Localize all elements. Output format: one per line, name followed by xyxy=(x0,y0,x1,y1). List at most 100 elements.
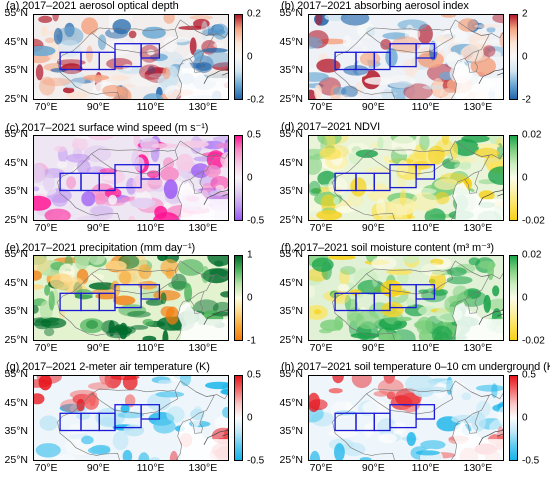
anomaly-patch xyxy=(130,197,156,209)
colorbar-tick-label: 0 xyxy=(247,51,253,63)
colorbar-tick-label: 0 xyxy=(522,172,528,184)
anomaly-patch xyxy=(88,256,105,265)
panel-title: (h) 2017–2021 soil temperature 0–10 cm u… xyxy=(281,361,550,373)
anomaly-patch xyxy=(378,433,397,444)
country-border xyxy=(470,151,503,160)
anomaly-patch xyxy=(371,256,397,270)
anomaly-patch xyxy=(488,50,502,59)
country-border xyxy=(195,271,228,280)
y-tick-label: 55°N xyxy=(4,7,28,19)
ocean-area xyxy=(177,421,228,460)
map-area xyxy=(308,135,504,221)
y-tick-label: 35°N xyxy=(4,185,28,198)
x-tick-label: 130°E xyxy=(463,462,493,474)
anomaly-patch xyxy=(320,144,350,159)
anomaly-patch xyxy=(66,153,91,163)
y-tick-label: 25°N xyxy=(279,334,303,346)
x-tick-label: 90°E xyxy=(361,101,385,113)
anomaly-patch xyxy=(313,309,322,315)
coastline xyxy=(478,67,503,84)
x-tick-label: 70°E xyxy=(309,342,333,354)
anomaly-patch xyxy=(387,290,412,296)
anomaly-patch xyxy=(499,31,503,48)
anomaly-patch xyxy=(189,15,213,21)
anomaly-patch xyxy=(309,155,323,175)
anomaly-patch xyxy=(212,23,228,40)
anomaly-patch xyxy=(41,25,48,37)
anomaly-patch xyxy=(189,37,197,55)
anomaly-patch xyxy=(334,443,345,460)
anomaly-patch xyxy=(340,15,370,26)
anomaly-patch xyxy=(207,256,228,267)
coastline xyxy=(478,188,503,205)
anomaly-patch xyxy=(399,189,407,206)
anomaly-patch xyxy=(57,39,81,58)
anomaly-patch xyxy=(180,376,191,387)
anomaly-patch xyxy=(179,140,209,148)
anomaly-patch xyxy=(81,435,94,445)
y-tick-label: 35°N xyxy=(279,64,303,77)
anomaly-patch xyxy=(34,256,50,275)
anomaly-patch xyxy=(147,49,155,56)
x-tick-label: 90°E xyxy=(86,222,110,234)
x-tick-label: 110°E xyxy=(411,101,440,113)
map-panel-g: (g) 2017–2021 2-meter air temperature (K… xyxy=(0,361,275,481)
country-border xyxy=(366,268,451,275)
anomaly-patch xyxy=(34,186,40,192)
x-tick-label: 110°E xyxy=(411,342,440,354)
x-tick-label: 70°E xyxy=(309,222,333,234)
anomaly-patch xyxy=(62,81,83,89)
x-tick-label: 130°E xyxy=(188,462,218,474)
anomaly-patch xyxy=(409,28,421,40)
country-border xyxy=(366,27,451,34)
anomaly-patch xyxy=(388,197,417,216)
x-tick-label: 90°E xyxy=(86,101,110,113)
anomaly-patch xyxy=(206,26,213,33)
anomaly-patch xyxy=(350,332,380,339)
anomaly-patch xyxy=(34,195,52,211)
country-border xyxy=(91,27,176,34)
anomaly-patch xyxy=(341,96,369,99)
anomaly-patch xyxy=(337,283,350,292)
anomaly-patch xyxy=(38,15,53,23)
anomaly-patch xyxy=(110,75,129,81)
map-area xyxy=(33,255,229,341)
anomaly-patch xyxy=(99,376,111,385)
anomaly-patch xyxy=(56,59,86,66)
study-region-box xyxy=(415,284,436,300)
anomaly-patch xyxy=(201,20,208,41)
anomaly-patch xyxy=(198,176,218,187)
anomaly-patch xyxy=(309,450,321,460)
coastline xyxy=(203,308,228,325)
anomaly-patch xyxy=(131,150,140,168)
x-tick-label: 90°E xyxy=(86,462,110,474)
colorbar-tick-label: -2 xyxy=(522,94,531,106)
anomaly-patch xyxy=(381,88,393,99)
colorbar-tick-label: 0 xyxy=(247,172,253,184)
anomaly-patch xyxy=(328,176,348,196)
anomaly-patch xyxy=(348,320,359,337)
anomaly-patch xyxy=(449,157,477,163)
anomaly-patch xyxy=(384,155,390,164)
x-tick-label: 90°E xyxy=(86,342,110,354)
anomaly-patch xyxy=(79,318,104,334)
anomaly-patch xyxy=(113,295,136,306)
country-border xyxy=(470,271,503,280)
x-tick-label: 130°E xyxy=(463,222,493,234)
y-tick-label: 35°N xyxy=(279,425,303,438)
ocean-area xyxy=(452,181,503,220)
anomaly-patch xyxy=(350,177,367,197)
anomaly-patch xyxy=(371,273,379,287)
anomaly-patch xyxy=(160,292,167,305)
colorbar-tick-label: 2 xyxy=(522,8,528,20)
y-tick-label: 35°N xyxy=(4,64,28,77)
x-tick-label: 70°E xyxy=(34,342,58,354)
anomaly-patch xyxy=(112,431,129,451)
anomaly-patch xyxy=(122,64,133,71)
country-border xyxy=(189,411,205,434)
colorbar-tick-label: 0.5 xyxy=(522,369,536,381)
anomaly-patch xyxy=(202,268,228,284)
anomaly-patch xyxy=(72,142,80,148)
anomaly-patch xyxy=(76,159,91,175)
anomaly-patch xyxy=(468,257,480,266)
